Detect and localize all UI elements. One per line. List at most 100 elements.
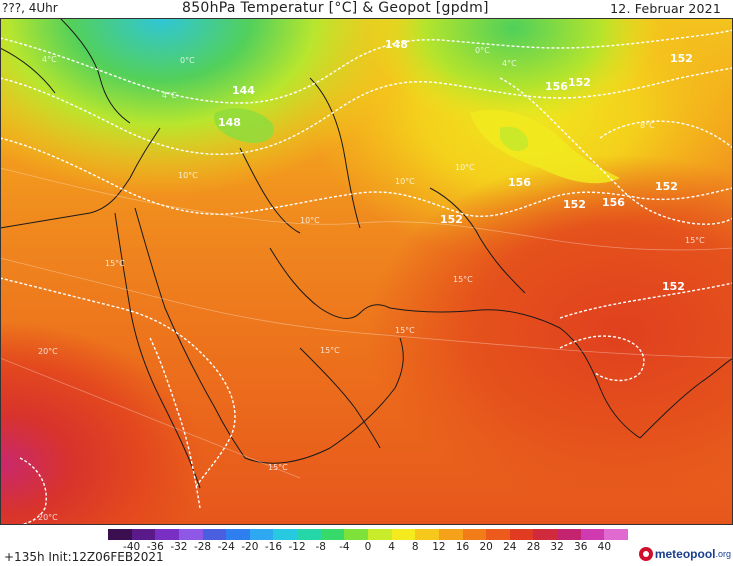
colorbar-segment (533, 529, 558, 540)
coastline-black-sea (59, 18, 131, 124)
colorbar-segment (108, 529, 133, 540)
colorbar-tick-label: 20 (479, 541, 493, 553)
contour-152-tibet (599, 120, 733, 149)
coastline-aegean (0, 47, 56, 94)
colorbar-tick-label: -8 (315, 541, 326, 553)
temp-label: 4°C (162, 91, 177, 100)
temp-label: 15°C (268, 463, 288, 472)
temp-label: 10°C (300, 216, 320, 225)
temperature-colorbar (108, 529, 629, 540)
coastline-red-sea-west (114, 212, 201, 489)
coastline-arabia-south (244, 337, 404, 464)
colorbar-segment (178, 529, 204, 540)
colorbar-segment (486, 529, 511, 540)
colorbar-segment (580, 529, 605, 540)
colorbar-segment (391, 529, 416, 540)
colorbar-tick-label: 28 (526, 541, 541, 553)
logo-text: meteopool (654, 547, 716, 561)
colorbar-tick-label: 0 (364, 541, 372, 553)
contour-label: 152 (655, 180, 678, 193)
colorbar-tick-label: 8 (411, 541, 419, 553)
colorbar-tick-label: -32 (170, 541, 188, 553)
coastline-red-sea-east (134, 207, 246, 459)
colorbar-tick-label: -12 (288, 541, 306, 553)
colorbar-segment (202, 529, 227, 540)
contour-label: 152 (670, 52, 693, 65)
colorbar-labels: -40 -36 -32 -28 -24 -20 -16 -12 -8 -4 0 4 8 12 16 20 24 2… (0, 541, 733, 554)
colorbar-tick-label: 16 (455, 541, 470, 553)
map-date: 12. Februar 2021 (610, 1, 721, 16)
colorbar-segment (604, 529, 629, 540)
colorbar-tick-label: 36 (574, 541, 588, 553)
border-caspian (239, 147, 301, 234)
colorbar-segment (344, 529, 369, 540)
map-title: 850hPa Temperatur [°C] & Geopot [gpdm] (182, 0, 489, 16)
model-run-info: +135h Init:12Z06FEB2021 (4, 550, 164, 564)
colorbar-segment (320, 529, 345, 540)
colorbar-segment (273, 529, 298, 540)
logo-tld: .org (715, 549, 731, 559)
meteopool-logo[interactable]: meteopool .org (638, 546, 731, 562)
temp-label: 15°C (453, 275, 473, 284)
colorbar-tick-label: 40 (597, 541, 612, 553)
green-patch-himalaya (500, 126, 529, 152)
green-patch-caucasus (214, 108, 274, 144)
contour-152-north (0, 137, 733, 217)
colorbar-segment (415, 529, 440, 540)
colorbar-segment (131, 529, 156, 540)
map-header: ???, 4Uhr 850hPa Temperatur [°C] & Geopo… (0, 0, 733, 18)
contour-label: 156 (545, 80, 568, 93)
isotherm-15 (0, 257, 733, 359)
temp-label: 4°C (42, 55, 57, 64)
temp-label: 15°C (105, 259, 125, 268)
contour-label: 152 (662, 280, 685, 293)
colorbar-segment (557, 529, 582, 540)
colorbar-segment (226, 529, 251, 540)
map-area: 148 148 144 152 152 152 152 152 152 156 … (0, 18, 733, 525)
colorbar-tick-label: -16 (264, 541, 283, 553)
colorbar-tick-label: 12 (432, 541, 446, 553)
temp-label: 8°C (640, 121, 655, 130)
contour-152-india (559, 282, 733, 319)
contour-156-ne (499, 77, 733, 225)
temp-label: 15°C (395, 326, 415, 335)
colorbar-tick-label: -20 (241, 541, 259, 553)
temperature-labels: 0°C 0°C 4°C 4°C 4°C 8°C 10°C 10°C 10°C 1… (38, 46, 705, 522)
border-central-asia (309, 77, 361, 229)
contour-144 (0, 29, 733, 104)
hot-zone-africa (0, 18, 733, 525)
contour-label: 156 (508, 176, 531, 189)
colorbar-tick-label: 24 (503, 541, 517, 553)
colorbar-segment (509, 529, 534, 540)
isotherm-10 (0, 167, 733, 251)
colorbar-segment (249, 529, 274, 540)
coastline-iran-pakistan (389, 307, 641, 439)
geopotential-contours (0, 29, 733, 525)
contour-label: 148 (385, 38, 408, 51)
temp-label: 10°C (178, 171, 198, 180)
meteopool-logo-icon (638, 547, 653, 561)
contour-label: 152 (568, 76, 591, 89)
coastline-india-east (639, 357, 733, 439)
coastline-persian-gulf (269, 247, 391, 319)
colorbar-segment (297, 529, 322, 540)
map-footer: -40 -36 -32 -28 -24 -20 -16 -12 -8 -4 0 4 8 12 16 20 24 2… (0, 525, 733, 566)
temp-label: 20°C (38, 513, 58, 522)
colorbar-tick-label: 32 (550, 541, 564, 553)
contour-label: 152 (563, 198, 586, 211)
temp-label: 10°C (395, 177, 415, 186)
temp-label: 20°C (38, 347, 58, 356)
contour-label: 148 (218, 116, 241, 129)
contour-label: 144 (232, 84, 255, 97)
colorbar-tick-label: -24 (217, 541, 235, 553)
border-afghanistan (429, 187, 526, 294)
contour-152-arabia (0, 277, 236, 489)
colorbar-segment (155, 529, 180, 540)
border-saudi-yemen (299, 347, 381, 449)
temp-label: 10°C (455, 163, 475, 172)
forecast-hour-label: ???, 4Uhr (2, 1, 58, 15)
coastline-mediterranean (0, 127, 161, 229)
isotherms (0, 167, 733, 479)
colorbar-tick-label: 4 (388, 541, 395, 553)
